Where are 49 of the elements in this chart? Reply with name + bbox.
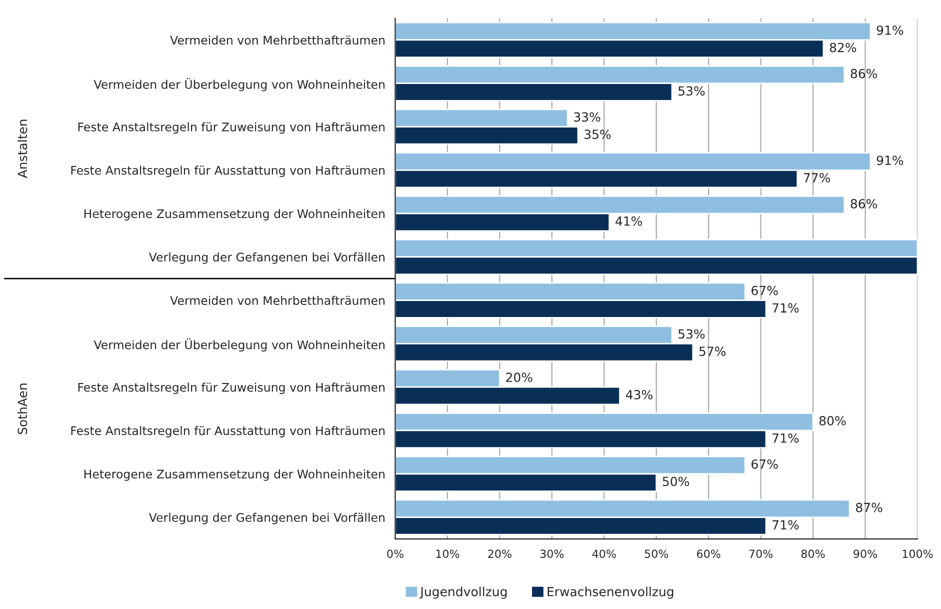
x-tick-label: 60% (697, 550, 720, 558)
x-tick-label: 100% (902, 550, 933, 558)
x-tick-label: 40% (592, 550, 616, 558)
x-tick-label: 10% (436, 550, 460, 558)
data-label: 86% (850, 68, 878, 78)
y-tick-label: Verlegung der Gefangenen bei Vorfällen (148, 512, 384, 524)
data-label: 87% (856, 502, 882, 512)
data-label: 91% (876, 156, 904, 166)
data-label: 41% (616, 216, 642, 226)
y-tick-label: Vermeiden der Überbelegung von Wohneinheiten (94, 338, 384, 352)
y-tick-label: Heterogene Zusammensetzung der Wohneinheiten (84, 209, 384, 220)
data-label: 77% (804, 172, 830, 182)
x-tick-label: 20% (488, 550, 512, 558)
data-label: 82% (830, 42, 856, 52)
data-label: 43% (626, 390, 652, 400)
x-tick-label: 70% (749, 550, 773, 558)
y-tick-label: Vermeiden von Mehrbetthafträumen (170, 296, 384, 305)
data-label: 35% (584, 130, 611, 140)
data-label: 67% (752, 286, 778, 296)
x-tick-label: 80% (801, 550, 825, 558)
y-tick-label: Vermeiden von Mehrbetthafträumen (170, 35, 384, 45)
data-label: 71% (772, 433, 799, 443)
data-label: 50% (662, 476, 689, 486)
legend-label: Erwachsenenvollzug (548, 586, 674, 599)
x-tick-label: 30% (540, 550, 564, 558)
data-label: 91% (876, 25, 904, 35)
y-tick-label: Feste Anstaltsregeln für Ausstattung von Hafträumen (71, 166, 385, 178)
y-tick-label: Verlegung der Gefangenen bei Vorfällen (148, 252, 384, 264)
data-label: 71% (772, 520, 799, 530)
y-tick-label: Feste Anstaltsregeln für Zuweisung von Hafträumen (78, 122, 385, 134)
data-label: 57% (699, 346, 726, 356)
data-label: 53% (678, 86, 705, 96)
x-tick-label: 0% (387, 550, 404, 558)
y-tick-label: Feste Anstaltsregeln für Ausstattung von Hafträumen (71, 426, 385, 438)
text: SothAen (17, 384, 28, 434)
data-label: 71% (772, 303, 799, 313)
data-label: 86% (850, 199, 878, 208)
x-tick-label: 90% (854, 550, 877, 558)
data-label: 67% (752, 459, 778, 469)
data-label: 80% (819, 416, 846, 426)
legend-label: Jugendvollzug (420, 586, 507, 599)
x-tick-label: 50% (644, 550, 668, 558)
y-tick-label: Heterogene Zusammensetzung der Wohneinheiten (84, 469, 384, 481)
data-label: 33% (574, 112, 600, 122)
y-tick-label: Vermeiden der Überbelegung von Wohneinheiten (94, 78, 384, 92)
y-tick-label: Feste Anstaltsregeln für Zuweisung von Hafträumen (78, 382, 385, 394)
text: Anstalten (17, 120, 28, 178)
data-label: 20% (506, 372, 532, 382)
data-label: 53% (678, 329, 705, 339)
